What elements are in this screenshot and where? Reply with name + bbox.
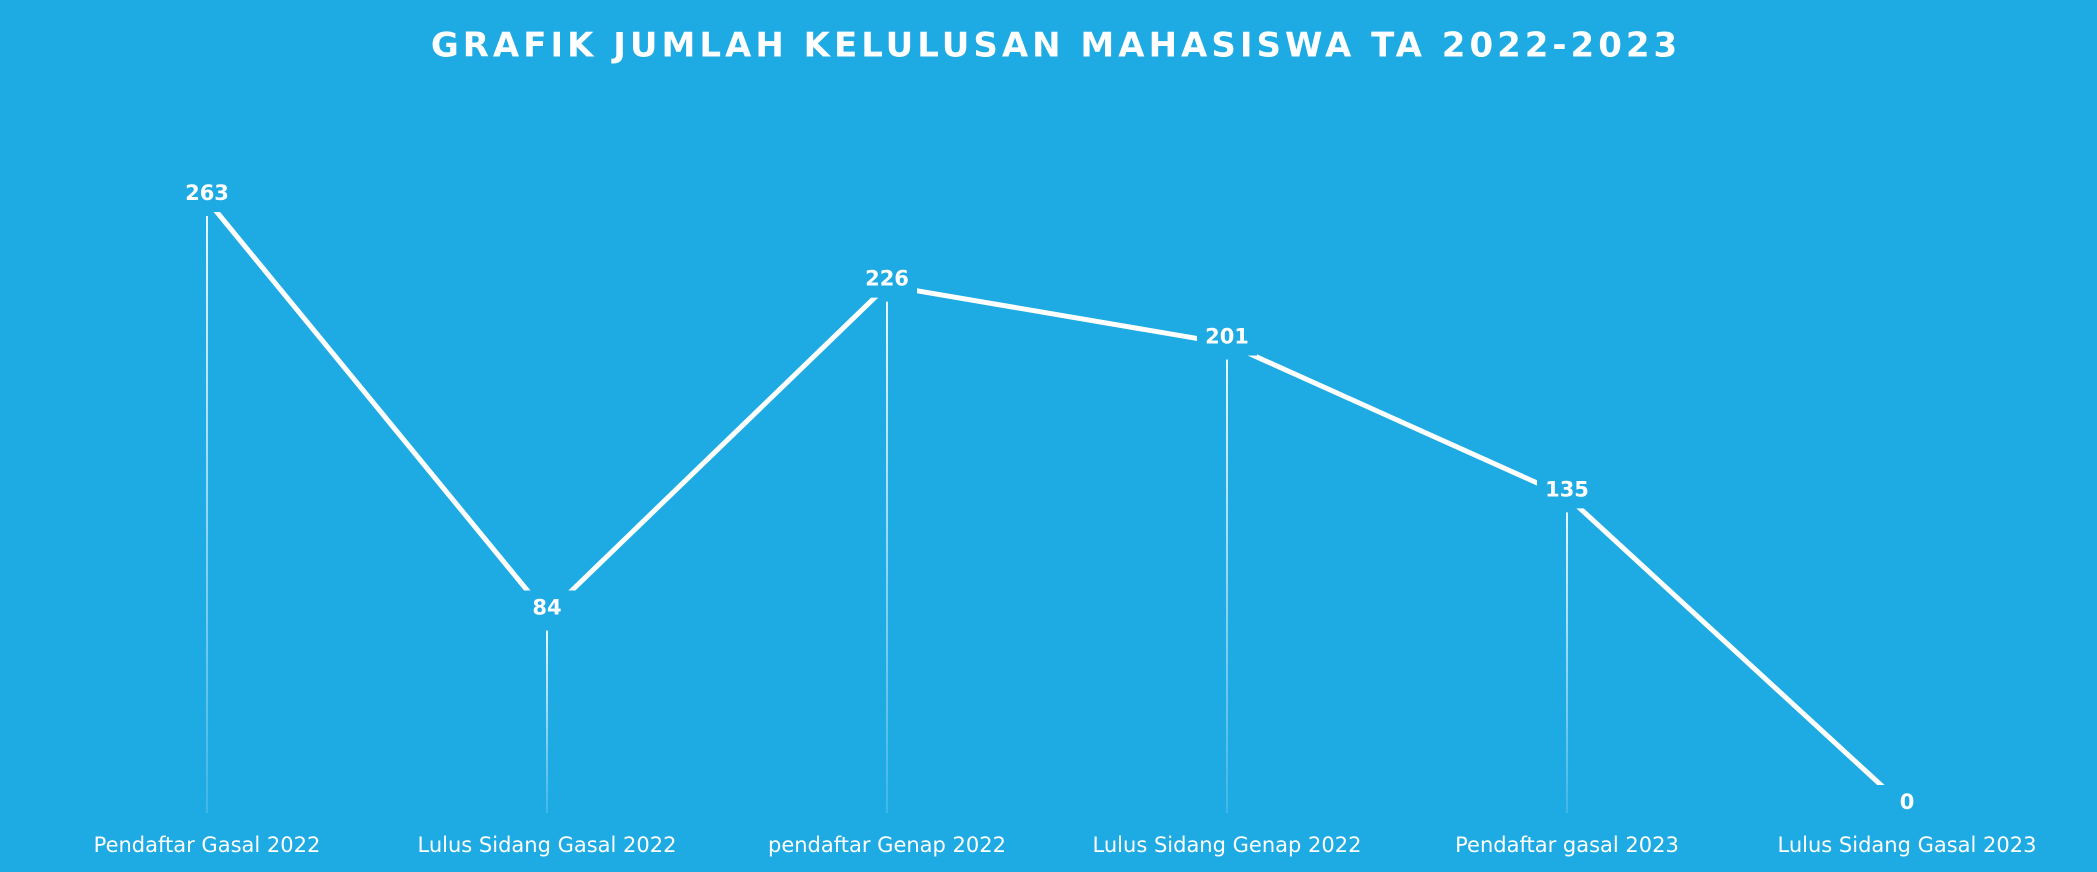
x-tick-label: Pendaftar gasal 2023 xyxy=(1455,833,1679,857)
data-label: 0 xyxy=(1900,790,1915,814)
x-tick-label: Lulus Sidang Gasal 2022 xyxy=(418,833,677,857)
x-tick-label: Lulus Sidang Gasal 2023 xyxy=(1778,833,2037,857)
label-backdrop xyxy=(857,261,917,298)
data-line xyxy=(205,198,1909,811)
data-label: 201 xyxy=(1205,325,1249,349)
label-backdrop xyxy=(1877,785,1937,821)
drop-line xyxy=(546,630,548,813)
drop-line xyxy=(1226,359,1228,813)
chart-title: GRAFIK JUMLAH KELULUSAN MAHASISWA TA 202… xyxy=(431,26,1681,66)
data-label: 135 xyxy=(1545,477,1589,501)
data-label: 226 xyxy=(865,267,909,291)
label-backdrop xyxy=(1197,319,1257,356)
label-backdrop xyxy=(517,590,577,627)
drop-line xyxy=(886,301,888,813)
x-tick-label: Pendaftar Gasal 2022 xyxy=(94,833,321,857)
label-backdrop xyxy=(177,176,237,212)
label-backdrop xyxy=(1537,472,1597,509)
x-tick-label: Lulus Sidang Genap 2022 xyxy=(1093,833,1362,857)
data-label: 84 xyxy=(532,595,561,619)
drop-line xyxy=(206,216,208,813)
x-tick-label: pendaftar Genap 2022 xyxy=(768,833,1006,857)
drop-line xyxy=(1566,512,1568,813)
data-label: 263 xyxy=(185,181,229,205)
